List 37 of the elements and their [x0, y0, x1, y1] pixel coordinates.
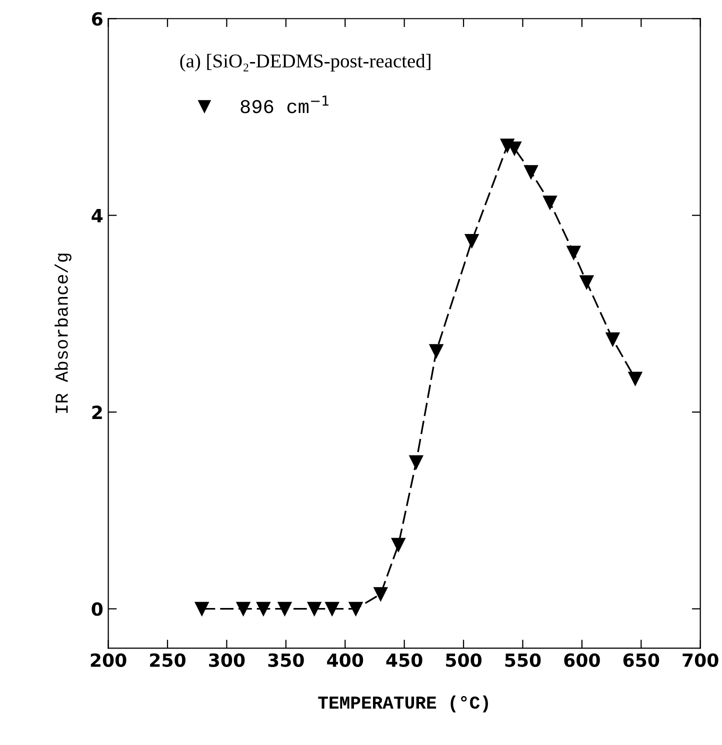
y-tick-label: 2 — [92, 406, 102, 419]
point — [278, 602, 292, 616]
x-tick-label: 250 — [150, 653, 186, 667]
x-tick-label: 650 — [623, 653, 660, 667]
x-tick-label: 200 — [90, 653, 126, 667]
point — [348, 602, 363, 616]
y-axis-title: IR Absorbance/g — [54, 254, 72, 413]
point — [236, 602, 250, 616]
y-tick-label: 4 — [92, 209, 103, 222]
text: (a) [SiO₂-DEDMS-post-reacted] — [180, 54, 430, 72]
x-tick-label: 600 — [564, 653, 600, 667]
point — [580, 275, 594, 290]
point — [543, 196, 557, 210]
x-tick-label: 350 — [268, 653, 304, 667]
x-tick-label: 700 — [682, 653, 718, 667]
x-tick-label: 450 — [386, 653, 422, 667]
point — [307, 602, 322, 616]
point — [566, 246, 581, 260]
point — [429, 344, 444, 358]
x-tick-label: 550 — [505, 653, 541, 667]
point — [374, 587, 388, 601]
y-tick-label: 0 — [92, 602, 103, 616]
x-axis-title: TEMPERATURE (°C) — [318, 695, 488, 712]
point — [524, 165, 538, 180]
point — [628, 372, 642, 386]
y-tick-label: 6 — [92, 12, 102, 26]
point — [194, 602, 209, 616]
legend-label: 896 cm$^{−1}$ — [240, 96, 328, 114]
point — [256, 602, 270, 616]
point — [464, 234, 479, 248]
x-tick-label: 300 — [209, 653, 245, 667]
x-tick-label: 500 — [446, 653, 482, 667]
point — [606, 332, 620, 346]
x-tick-label: 400 — [327, 653, 364, 667]
point — [391, 538, 406, 552]
point — [409, 455, 424, 470]
point — [325, 602, 340, 616]
